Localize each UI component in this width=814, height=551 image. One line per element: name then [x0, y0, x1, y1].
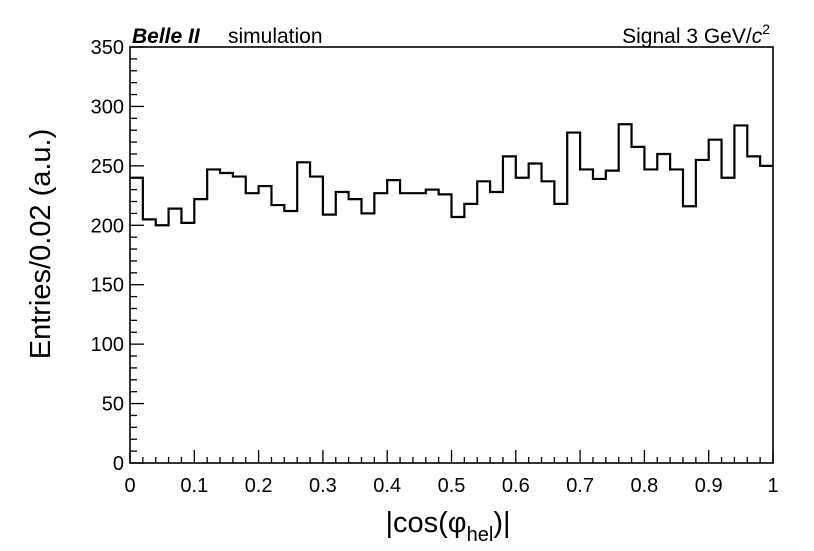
x-axis-ticks [129, 450, 774, 463]
y-tick-label: 200 [91, 215, 124, 237]
x-tick-label: 0.5 [438, 475, 466, 497]
y-axis-tick-labels: 0 50 100 150 200 250 300 350 [91, 37, 124, 475]
signal-label-unit: c [752, 25, 763, 48]
x-tick-label: 0.7 [566, 475, 594, 497]
x-axis-title-suffix: )| [493, 507, 510, 539]
y-tick-label: 250 [91, 156, 124, 178]
y-tick-label: 50 [102, 394, 124, 416]
x-tick-label: 0.4 [373, 475, 401, 497]
signal-label-exponent: 2 [762, 21, 770, 37]
y-tick-label: 300 [91, 96, 124, 118]
x-tick-label: 0.3 [309, 475, 337, 497]
x-tick-label: 1 [767, 475, 778, 497]
y-tick-label: 350 [91, 37, 124, 59]
signal-label-prefix: Signal 3 GeV/ [622, 25, 752, 48]
x-axis-title-prefix: |cos(φ [385, 507, 466, 539]
x-tick-label: 0.2 [245, 475, 273, 497]
y-tick-label: 100 [91, 334, 124, 356]
x-tick-label: 0 [124, 475, 135, 497]
x-tick-label: 0.6 [502, 475, 530, 497]
y-tick-label: 0 [113, 453, 124, 475]
y-axis-title: Entries/0.02 (a.u.) [25, 129, 57, 360]
experiment-label: Belle II [132, 25, 201, 48]
x-axis-title-subscript: hel [467, 524, 494, 546]
x-axis-title: |cos(φhel)| [385, 507, 510, 546]
simulation-label: simulation [228, 25, 323, 48]
plot-frame [129, 46, 774, 464]
y-tick-label: 150 [91, 275, 124, 297]
x-tick-label: 0.8 [630, 475, 658, 497]
x-axis-tick-labels: 0 0.1 0.2 0.3 0.4 0.5 0.6 0.7 0.8 0.9 1 [124, 475, 778, 497]
signal-label: Signal 3 GeV/c2 [622, 21, 770, 48]
histogram-line [130, 123, 773, 227]
x-tick-label: 0.9 [695, 475, 723, 497]
x-tick-label: 0.1 [180, 475, 208, 497]
